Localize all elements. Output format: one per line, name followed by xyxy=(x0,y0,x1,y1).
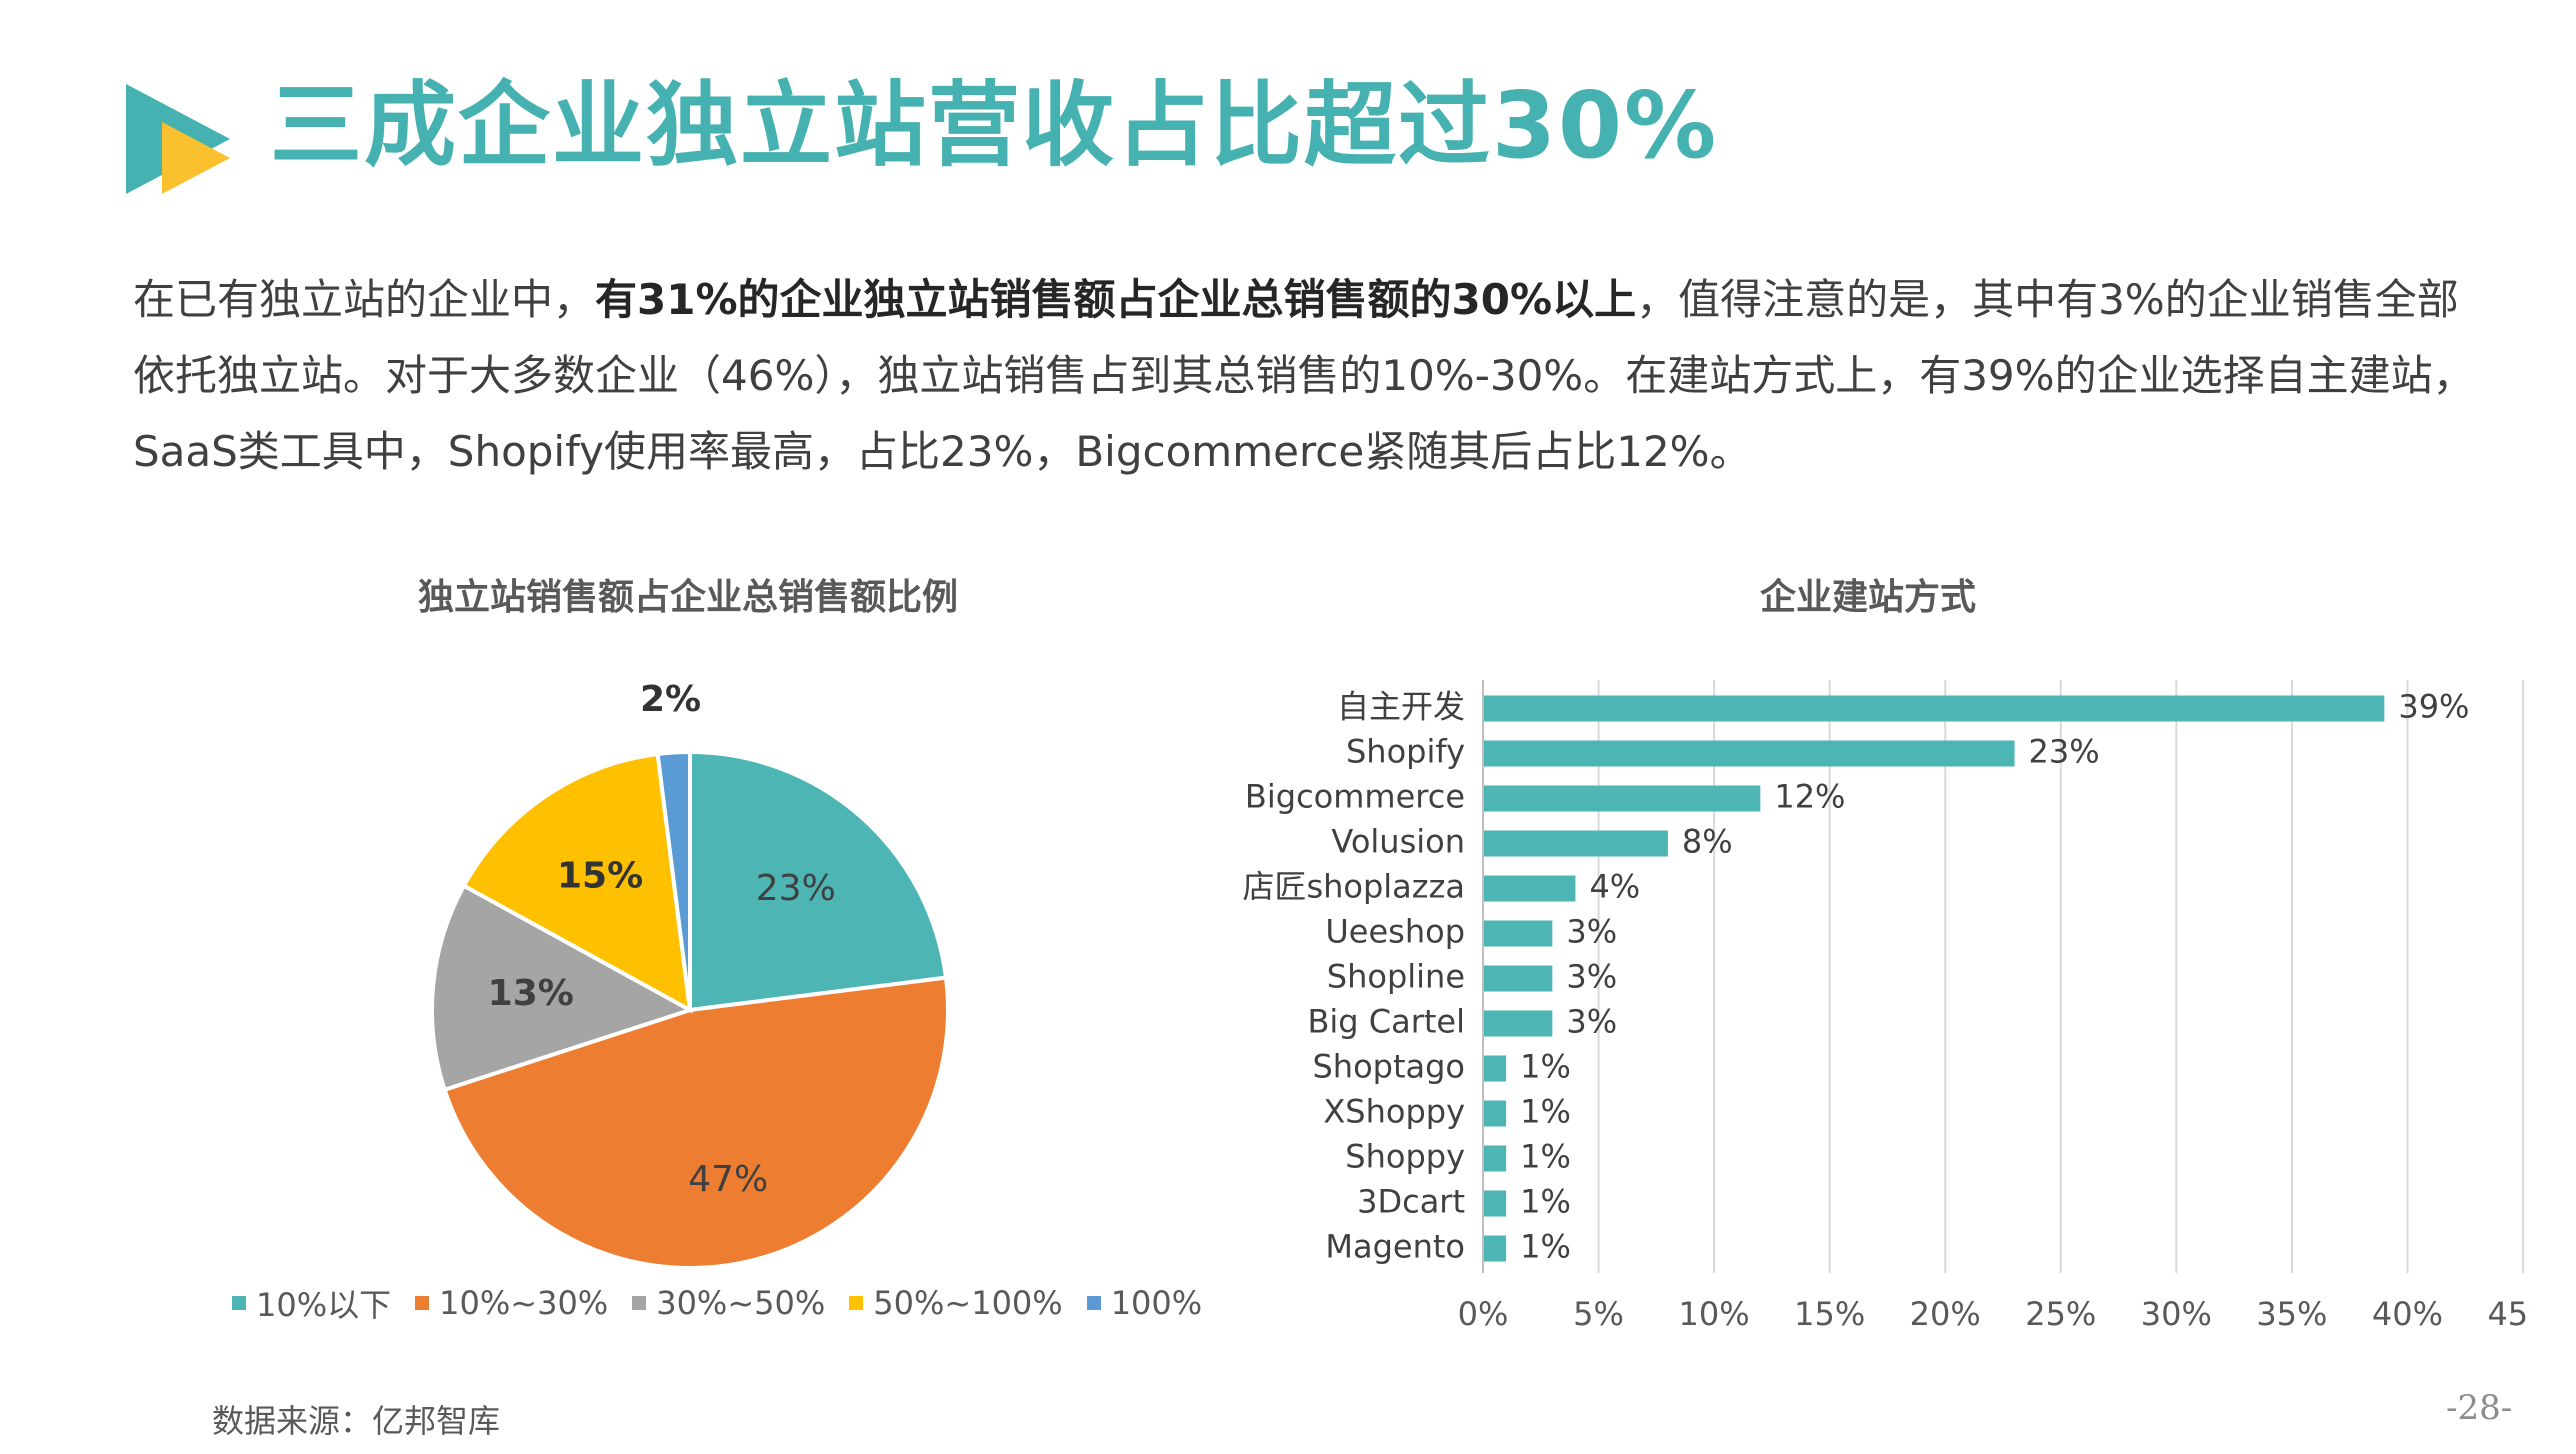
pie-slice-4 xyxy=(655,749,692,1011)
legend-swatch-0 xyxy=(232,1296,246,1310)
category-label-7: Big Cartel xyxy=(1307,1003,1465,1041)
x-tick-label-3: 15% xyxy=(1794,1295,1865,1330)
x-tick-label-7: 35% xyxy=(2256,1295,2327,1330)
pie-data-label-0: 23% xyxy=(756,868,836,909)
brand-logo-icon xyxy=(126,84,230,194)
bar-chart-title: 企业建站方式 xyxy=(1759,577,1977,618)
x-tick-label-6: 30% xyxy=(2141,1295,2212,1330)
intro-line-2: 依托独立站。对于大多数企业（46%），独立站销售占到其总销售的10%-30%。在… xyxy=(133,351,2475,400)
bar-data-label-4: 4% xyxy=(1589,868,1640,906)
x-tick-label-8: 40% xyxy=(2372,1295,2443,1330)
legend-item-4: 100% xyxy=(1086,1284,1203,1322)
legend-label-3: 50%~100% xyxy=(873,1284,1063,1322)
legend-item-1: 10%~30% xyxy=(415,1284,608,1322)
category-label-0: 自主开发 xyxy=(1337,688,1465,726)
legend-label-0: 10%以下 xyxy=(256,1286,392,1324)
bar-chart: 0% 5% 10% 15% 20% 25% 30% 35% 40% 45% 自主开发 39% Shopi… xyxy=(1242,680,2530,1330)
bar-10 xyxy=(1483,1145,1507,1172)
category-label-8: Shoptago xyxy=(1312,1048,1465,1086)
pie-slice-2 xyxy=(430,882,696,1093)
category-label-11: 3Dcart xyxy=(1357,1183,1465,1221)
bar-0 xyxy=(1483,695,2385,722)
pie-data-label-4: 2% xyxy=(640,680,701,720)
pie-data-label-2: 13% xyxy=(488,973,574,1014)
bar-data-label-10: 1% xyxy=(1520,1138,1571,1176)
pie-data-label-3: 15% xyxy=(557,856,643,897)
legend-item-3: 50%~100% xyxy=(849,1284,1063,1322)
intro-line-3: SaaS类工具中，Shopify使用率最高，占比23%，Bigcommerce紧… xyxy=(133,427,1752,476)
intro-line-1-start: 在已有独立站的企业中， xyxy=(133,275,596,324)
bar-1 xyxy=(1483,740,2015,767)
bar-data-label-1: 23% xyxy=(2029,733,2100,771)
bar-2 xyxy=(1483,785,1761,812)
intro-paragraph: 在已有独立站的企业中，有31%的企业独立站销售额占企业总销售额的30%以上，值得… xyxy=(133,262,2513,490)
category-label-2: Bigcommerce xyxy=(1245,778,1465,816)
x-tick-label-9: 45% xyxy=(2487,1295,2530,1330)
bar-6 xyxy=(1483,965,1553,992)
category-label-6: Shopline xyxy=(1327,958,1465,996)
pie-legend: 10%以下 10%~30% 30%~50% 50%~100% 100% xyxy=(232,1280,1202,1326)
legend-item-2: 30%~50% xyxy=(632,1284,825,1322)
page-title: 三成企业独立站营收占比超过30% xyxy=(270,72,1719,179)
x-tick-label-2: 10% xyxy=(1679,1295,1750,1330)
data-source: 数据来源：亿邦智库 xyxy=(212,1402,501,1440)
category-label-3: Volusion xyxy=(1331,823,1465,861)
pie-chart-title: 独立站销售额占企业总销售额比例 xyxy=(417,577,959,618)
bar-12 xyxy=(1483,1235,1507,1262)
legend-swatch-2 xyxy=(632,1296,647,1310)
bar-11 xyxy=(1483,1190,1507,1217)
pie-slice-0 xyxy=(688,749,949,1013)
bar-5 xyxy=(1483,920,1553,947)
bar-data-label-5: 3% xyxy=(1566,913,1617,951)
bar-data-label-6: 3% xyxy=(1566,958,1617,996)
legend-item-0: 10%以下 xyxy=(232,1280,391,1326)
bar-data-label-8: 1% xyxy=(1520,1048,1571,1086)
category-label-4: 店匠shoplazza xyxy=(1242,868,1465,906)
category-label-10: Shoppy xyxy=(1345,1138,1465,1176)
intro-line-1: 在已有独立站的企业中，有31%的企业独立站销售额占企业总销售额的30%以上，值得… xyxy=(133,262,2513,338)
legend-swatch-4 xyxy=(1086,1296,1101,1310)
category-label-5: Ueeshop xyxy=(1325,913,1465,951)
bar-data-label-7: 3% xyxy=(1566,1003,1617,1041)
x-tick-label-4: 20% xyxy=(1910,1295,1981,1330)
x-tick-label-5: 25% xyxy=(2025,1295,2096,1330)
category-label-1: Shopify xyxy=(1346,733,1465,771)
bar-8 xyxy=(1483,1055,1507,1082)
category-label-12: Magento xyxy=(1325,1228,1465,1266)
legend-swatch-1 xyxy=(415,1296,430,1310)
bar-3 xyxy=(1483,830,1668,857)
x-tick-label-0: 0% xyxy=(1458,1295,1509,1330)
bar-data-label-3: 8% xyxy=(1682,823,1733,861)
bar-data-label-11: 1% xyxy=(1520,1183,1571,1221)
pie-slice-3 xyxy=(461,751,693,1014)
legend-label-2: 30%~50% xyxy=(656,1284,826,1322)
legend-label-1: 10%~30% xyxy=(439,1284,609,1322)
legend-label-4: 100% xyxy=(1110,1284,1203,1322)
intro-highlight: 有31%的企业独立站销售额占企业总销售额的30%以上 xyxy=(595,275,1637,324)
intro-line-1-end: ，值得注意的是，其中有3%的企业销售全部 xyxy=(1636,275,2459,324)
bar-data-label-2: 12% xyxy=(1774,778,1845,816)
category-label-9: XShoppy xyxy=(1323,1093,1465,1131)
bar-9 xyxy=(1483,1100,1507,1127)
pie-data-label-1: 47% xyxy=(688,1159,768,1200)
pie-chart: 23% 47% 13% 15% 2% xyxy=(430,680,950,1270)
x-tick-label-1: 5% xyxy=(1573,1295,1624,1330)
bar-data-label-9: 1% xyxy=(1520,1093,1571,1131)
bar-data-label-0: 39% xyxy=(2398,688,2469,726)
page-number: -28- xyxy=(2446,1388,2513,1428)
bar-data-label-12: 1% xyxy=(1520,1228,1571,1266)
bar-7 xyxy=(1483,1010,1553,1037)
bar-4 xyxy=(1483,875,1576,902)
legend-swatch-3 xyxy=(849,1296,864,1310)
